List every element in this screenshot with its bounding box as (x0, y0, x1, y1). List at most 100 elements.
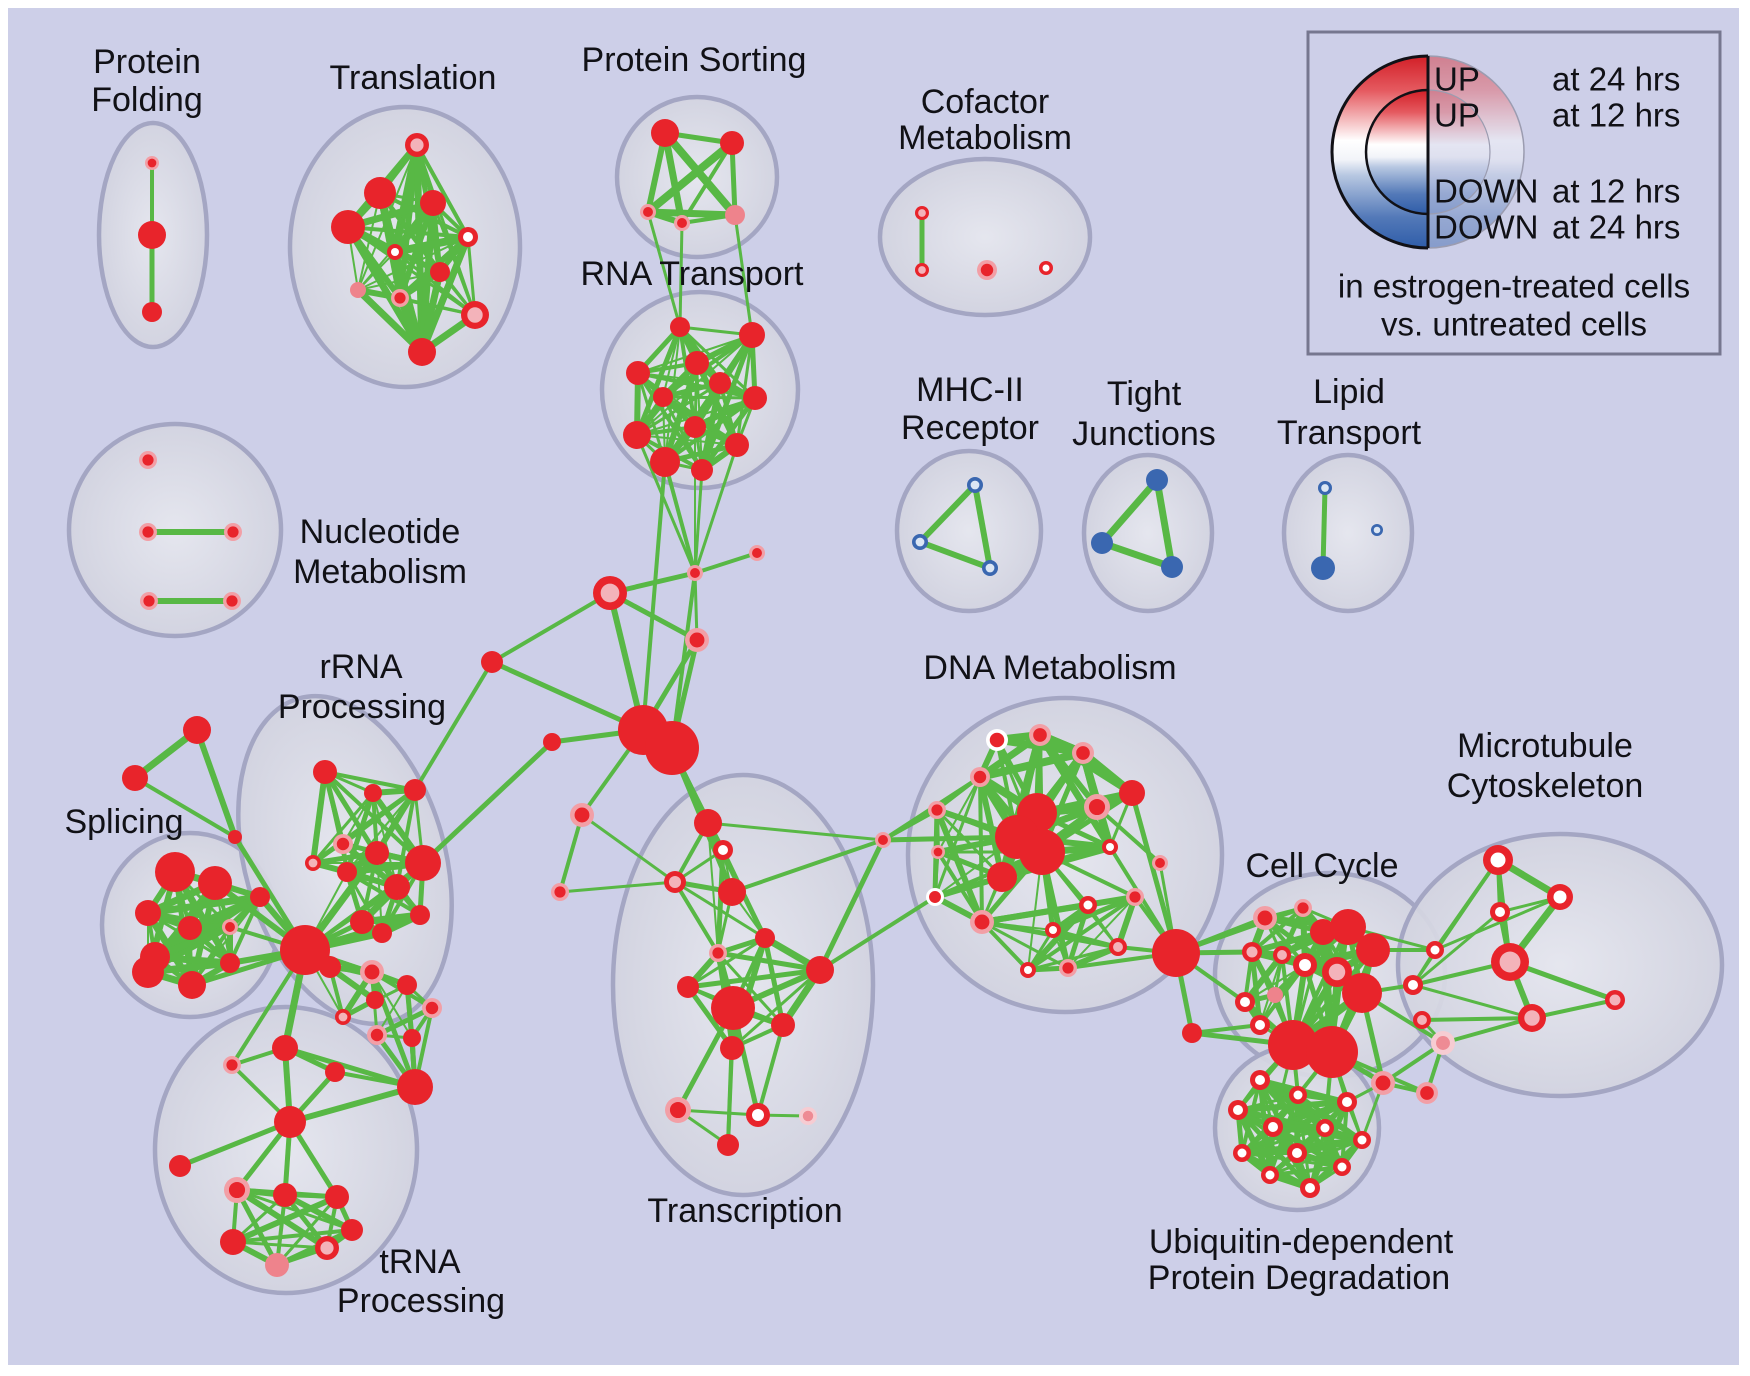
node-ring (755, 928, 775, 948)
graph-node (1020, 962, 1036, 978)
node-core (467, 307, 483, 323)
graph-edge (1191, 1023, 1261, 1035)
graph-node (1084, 794, 1110, 820)
node-core (1408, 980, 1418, 990)
graph-edge (1052, 894, 1136, 933)
legend-direction-label: UP (1434, 61, 1480, 98)
node-core (227, 526, 239, 538)
graph-edge (663, 396, 757, 464)
node-ring (806, 956, 834, 984)
node-core (980, 263, 994, 277)
node-ring (543, 733, 561, 751)
graph-node (931, 845, 945, 859)
graph-node (570, 803, 594, 827)
node-core (669, 1101, 687, 1119)
cluster-label-trna-processing: tRNA (379, 1243, 461, 1281)
cluster-label-dna-metabolism: DNA Metabolism (923, 649, 1176, 687)
graph-edge (490, 591, 612, 664)
legend-disc-outline (1364, 88, 1429, 216)
graph-node (228, 830, 242, 844)
graph-edge (559, 880, 676, 894)
graph-node (403, 1029, 421, 1047)
node-ring (718, 878, 746, 906)
node-core (1268, 1122, 1278, 1132)
graph-node (224, 1177, 250, 1203)
graph-node (1605, 990, 1625, 1010)
graph-node (461, 301, 489, 329)
node-layer (122, 119, 1625, 1277)
cluster-label-tight-junctions: Junctions (1072, 415, 1216, 453)
node-ring (142, 302, 162, 322)
graph-node (397, 975, 417, 995)
node-ring (1267, 987, 1283, 1003)
graph-node (138, 221, 166, 249)
node-ring (1091, 532, 1113, 554)
graph-node (551, 883, 569, 901)
graph-node (717, 1134, 739, 1156)
graph-node (664, 871, 686, 893)
graph-node (1263, 1117, 1283, 1137)
graph-node (694, 809, 722, 837)
graph-node (967, 477, 983, 493)
node-ring (331, 210, 365, 244)
graph-node (670, 317, 690, 337)
node-core (226, 595, 238, 607)
node-ring (198, 866, 232, 900)
graph-node (372, 923, 392, 943)
graph-edge (673, 880, 720, 955)
graph-edge (731, 968, 821, 1050)
graph-node (169, 1155, 191, 1177)
graph-edge (762, 937, 786, 1026)
node-core (142, 454, 154, 466)
node-core (931, 804, 943, 816)
graph-node (1491, 943, 1529, 981)
node-core (554, 886, 566, 898)
graph-edge (311, 792, 375, 864)
graph-edge (677, 1108, 759, 1117)
graph-edge (680, 141, 734, 225)
node-ring (337, 862, 357, 882)
graph-node (970, 910, 994, 934)
graph-node (1152, 929, 1200, 977)
graph-edge (641, 461, 667, 731)
node-ring (1161, 556, 1183, 578)
graph-node (986, 729, 1008, 751)
node-ring (1119, 780, 1145, 806)
graph-edge (324, 770, 416, 792)
node-core (1292, 1148, 1302, 1158)
graph-node (720, 131, 744, 155)
node-core (600, 583, 620, 603)
legend-time-label: at 12 hrs (1552, 97, 1680, 134)
graph-node (1322, 957, 1352, 987)
graph-node (178, 971, 206, 999)
node-core (338, 1012, 348, 1022)
graph-edge (1037, 733, 1113, 849)
graph-edge (1434, 895, 1561, 952)
graph-node (713, 840, 733, 860)
node-core (677, 218, 687, 228)
graph-edge (981, 920, 1069, 970)
node-ring (420, 190, 446, 216)
node-ring (280, 925, 330, 975)
graph-edge (637, 371, 756, 400)
node-core (1257, 910, 1273, 926)
legend-time-label: at 12 hrs (1552, 173, 1680, 210)
graph-edge (729, 142, 738, 216)
graph-node (1306, 1026, 1358, 1078)
graph-edge (1412, 910, 1501, 987)
graph-node (350, 910, 374, 934)
node-ring (350, 282, 366, 298)
cluster-label-transcription: Transcription (647, 1192, 842, 1230)
graph-node (1182, 1023, 1202, 1043)
graph-node (1371, 1071, 1395, 1095)
node-core (425, 1001, 439, 1015)
graph-node (1079, 896, 1097, 914)
graph-edge (662, 395, 756, 400)
node-ring (623, 421, 651, 449)
graph-node (1119, 780, 1145, 806)
node-core (643, 207, 653, 217)
node-core (989, 732, 1005, 748)
graph-node (1267, 987, 1283, 1003)
node-ring (325, 1062, 345, 1082)
graph-node (1356, 933, 1390, 967)
